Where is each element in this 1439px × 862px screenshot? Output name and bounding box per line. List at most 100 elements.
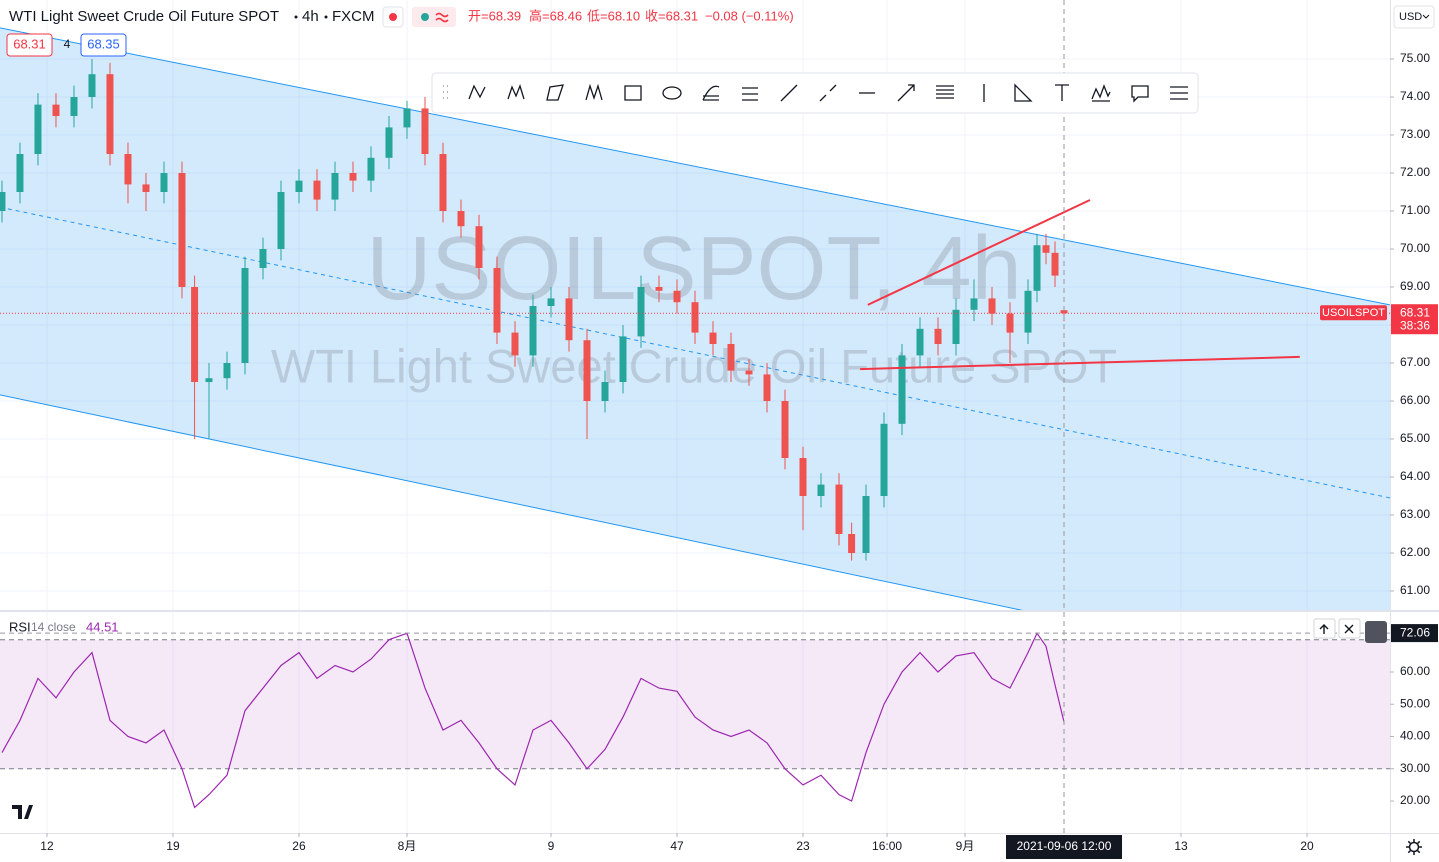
bid-box[interactable]: [6, 33, 53, 57]
candle-body: [1042, 245, 1050, 253]
tool-button[interactable]: [742, 87, 758, 101]
tool-button[interactable]: [780, 84, 798, 102]
candle-body: [475, 226, 483, 269]
x-tick-label: 23: [796, 839, 810, 853]
y-tick-label: 71.00: [1400, 203, 1430, 217]
candle-body: [34, 104, 42, 155]
x-tick-label: 47: [670, 839, 684, 853]
symbol-title[interactable]: WTI Light Sweet Crude Oil Future SPOT: [9, 8, 279, 25]
tool-button[interactable]: [468, 84, 486, 100]
tool-icon: [662, 86, 682, 100]
candle-body: [0, 192, 6, 212]
y-tick-label: 61.00: [1400, 583, 1430, 597]
candle-body: [880, 423, 888, 497]
crosshair-time: 2021-09-06 12:00: [1017, 839, 1112, 853]
ohlc-low: 低=68.10: [587, 8, 640, 23]
rsi-line: [1, 632, 1065, 809]
y-tick-label: 73.00: [1400, 127, 1430, 141]
trend-line: [867, 199, 1091, 306]
channel-lower: [0, 394, 1023, 610]
tool-icon: [468, 84, 486, 100]
currency-select[interactable]: [1393, 5, 1435, 29]
y-tick-label: 70.00: [1400, 241, 1430, 255]
y-tick-label: 40.00: [1400, 729, 1430, 743]
tool-icon: [1055, 84, 1069, 101]
price-label: 68.31: [1400, 305, 1430, 319]
tool-icon: [742, 87, 758, 101]
tool-button[interactable]: [662, 86, 682, 100]
settings-icon-teeth: [1406, 839, 1422, 855]
candle-body: [601, 382, 609, 402]
tool-button[interactable]: [546, 84, 564, 101]
x-tick-label: 8月: [398, 839, 417, 853]
tool-icon: [819, 84, 837, 102]
candle-body: [691, 302, 699, 333]
channel-upper: [0, 27, 1390, 306]
candle-body: [934, 328, 942, 345]
candle-body: [205, 378, 213, 383]
settings-icon[interactable]: [1408, 841, 1420, 853]
x-tick-label: 26: [292, 839, 306, 853]
status-badge[interactable]: [412, 7, 456, 27]
ask-price: 68.35: [87, 36, 120, 51]
symbol-label: USOILSPOT: [1322, 307, 1385, 319]
tool-button[interactable]: [1170, 86, 1188, 100]
pane-button-icon: [1344, 624, 1354, 634]
interval[interactable]: 4h: [302, 8, 319, 25]
tool-button[interactable]: [1091, 84, 1111, 102]
candle-body: [970, 298, 978, 310]
tool-icon: [936, 85, 954, 99]
y-tick-label: 67.00: [1400, 355, 1430, 369]
tool-button[interactable]: [1014, 83, 1033, 102]
candle-body: [673, 290, 681, 303]
ohlc-change: −0.08 (−0.11%): [705, 8, 794, 23]
candle-body: [277, 192, 285, 250]
y-tick-label: 63.00: [1400, 507, 1430, 521]
candle-body: [191, 287, 199, 383]
tool-button[interactable]: [1055, 84, 1069, 101]
tool-icon: [780, 84, 798, 102]
crosshair-time-bg: [1006, 835, 1123, 859]
x-tick-label: 12: [40, 839, 54, 853]
candle-body: [745, 370, 753, 375]
candle-body: [619, 336, 627, 383]
candle-body: [223, 363, 231, 379]
tool-button[interactable]: [1131, 85, 1149, 103]
pane-maximize[interactable]: [1365, 621, 1387, 643]
tool-button[interactable]: [702, 85, 720, 101]
candle-body: [781, 401, 789, 459]
y-tick-label: 69.00: [1400, 279, 1430, 293]
candle-body: [16, 154, 24, 193]
candle-body: [862, 496, 870, 554]
tool-button[interactable]: [936, 85, 954, 99]
tool-button[interactable]: [819, 84, 837, 102]
tool-button[interactable]: [897, 84, 915, 102]
bid-price: 68.31: [13, 36, 46, 51]
tool-button[interactable]: [507, 84, 525, 100]
x-tick-label: 20: [1300, 839, 1314, 853]
candle-body: [52, 104, 60, 117]
trend-line: [860, 355, 1300, 371]
tool-icon: [1091, 84, 1111, 102]
candle-body: [1033, 245, 1041, 291]
rsi-legend-params: 14 close: [31, 620, 76, 634]
exchange: FXCM: [332, 8, 375, 25]
candle-body: [583, 340, 591, 402]
candle-body: [1006, 313, 1014, 333]
grid: [0, 0, 1390, 833]
delay-icon: [435, 12, 449, 23]
status-dot: [421, 13, 429, 21]
tool-button[interactable]: [624, 85, 642, 101]
ask-box[interactable]: [80, 33, 127, 57]
tool-button[interactable]: [585, 83, 603, 101]
candle-body: [124, 154, 132, 185]
y-tick-label: 62.00: [1400, 545, 1430, 559]
crosshair-value: 72.06: [1400, 625, 1430, 639]
logo-bg[interactable]: [7, 795, 39, 827]
candle-body: [727, 344, 735, 371]
y-tick-label: 66.00: [1400, 393, 1430, 407]
candle-body: [799, 458, 807, 497]
